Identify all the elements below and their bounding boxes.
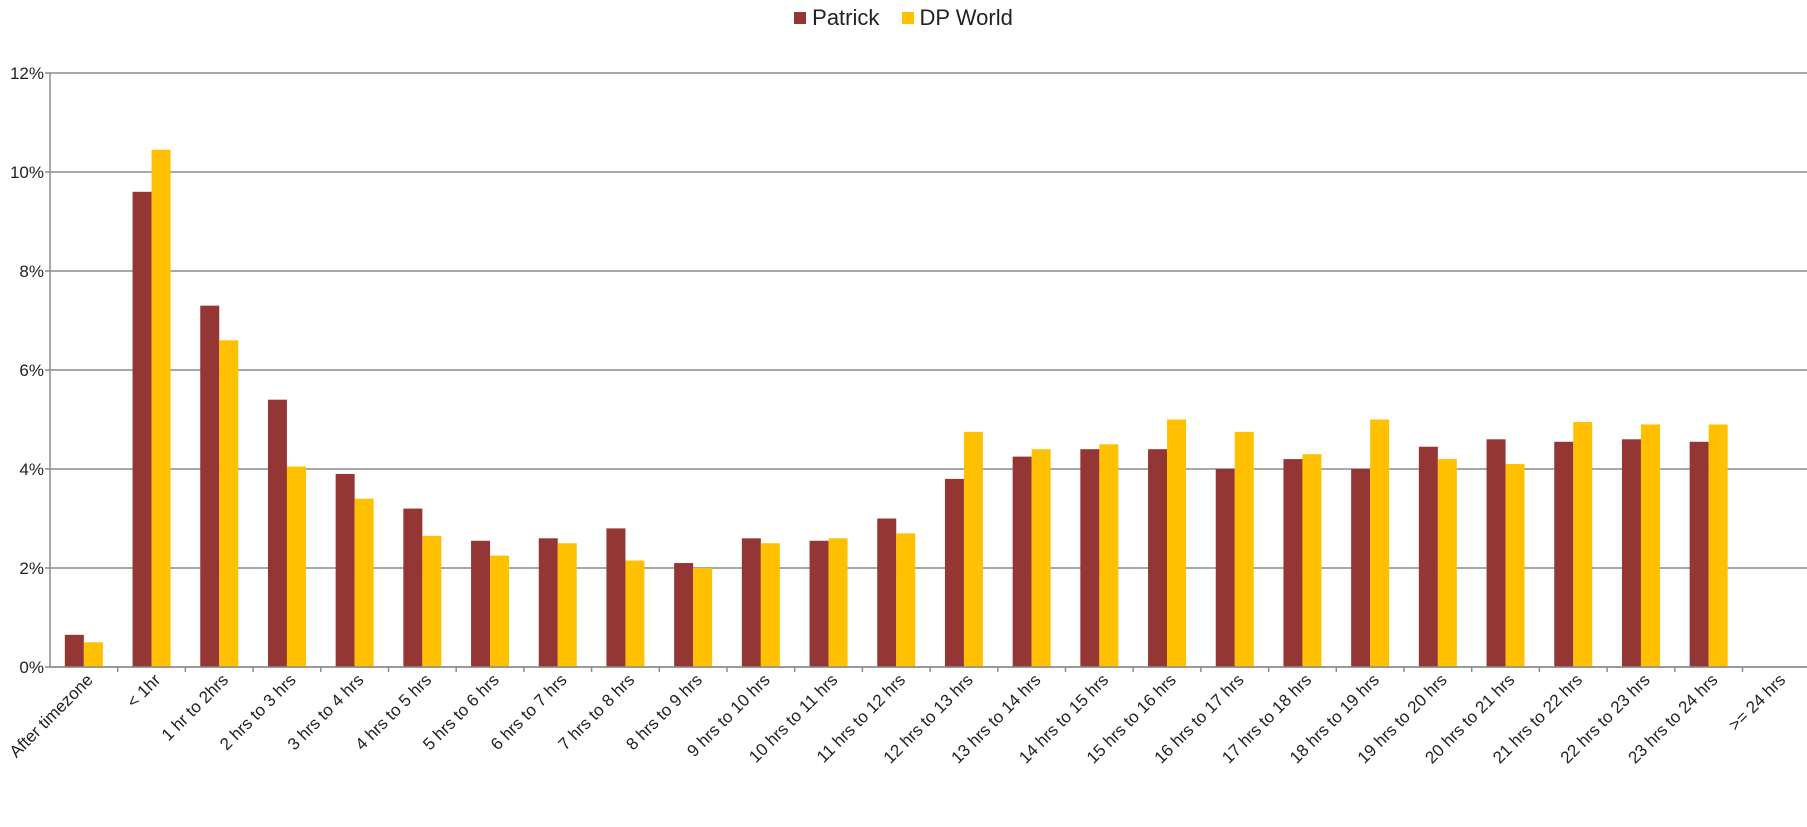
x-tick-label: 1 hr to 2hrs — [158, 670, 232, 744]
bar-dp-world — [83, 642, 103, 667]
bar-dp-world — [219, 340, 239, 667]
y-tick-label: 6% — [19, 361, 44, 380]
bar-dp-world — [1167, 419, 1187, 667]
y-tick-label: 10% — [10, 163, 44, 182]
bar-patrick — [1080, 449, 1100, 667]
bar-patrick — [1554, 441, 1574, 667]
x-tick-label: < 1hr — [123, 670, 164, 711]
bar-dp-world — [1437, 459, 1457, 667]
bar-dp-world — [896, 533, 916, 667]
legend-item-patrick: Patrick — [794, 5, 879, 31]
bar-patrick — [403, 508, 423, 667]
bar-patrick — [1215, 469, 1235, 667]
legend-swatch-dp-world — [901, 12, 914, 24]
bar-patrick — [1689, 441, 1709, 667]
bar-dp-world — [963, 431, 983, 667]
bar-patrick — [1418, 446, 1438, 667]
bar-patrick — [335, 473, 355, 667]
bar-patrick — [1283, 459, 1303, 667]
legend-label-dp-world: DP World — [919, 5, 1013, 30]
chart-legend: Patrick DP World — [0, 4, 1807, 31]
bar-patrick — [606, 528, 626, 667]
bar-patrick — [538, 538, 558, 667]
legend-item-dp-world: DP World — [901, 5, 1013, 31]
bar-dp-world — [557, 543, 577, 667]
x-tick-label: After timezone — [6, 670, 97, 761]
bar-patrick — [64, 634, 84, 667]
bar-dp-world — [286, 466, 306, 667]
y-tick-label: 4% — [19, 460, 44, 479]
y-tick-label: 2% — [19, 559, 44, 578]
bar-patrick — [471, 540, 491, 667]
bar-patrick — [132, 191, 152, 668]
bar-patrick — [1148, 449, 1168, 667]
legend-label-patrick: Patrick — [812, 5, 880, 30]
bar-patrick — [1351, 469, 1371, 667]
bar-dp-world — [1099, 444, 1119, 667]
bar-dp-world — [1370, 419, 1390, 667]
bar-dp-world — [151, 149, 171, 668]
bar-dp-world — [354, 498, 374, 667]
bar-dp-world — [1708, 424, 1728, 667]
bar-dp-world — [422, 535, 442, 667]
bar-dp-world — [1031, 449, 1051, 667]
y-tick-label: 8% — [19, 262, 44, 281]
bar-patrick — [877, 518, 897, 667]
bar-patrick — [944, 478, 964, 667]
bar-patrick — [267, 399, 287, 667]
bar-patrick — [1486, 439, 1506, 667]
y-tick-label: 12% — [10, 64, 44, 83]
bar-patrick — [674, 563, 694, 667]
bar-patrick — [1012, 456, 1032, 667]
bar-dp-world — [1640, 424, 1660, 667]
bar-dp-world — [1573, 421, 1593, 667]
x-tick-label: >= 24 hrs — [1725, 670, 1789, 734]
bar-dp-world — [693, 568, 713, 667]
bar-dp-world — [1234, 431, 1254, 667]
y-tick-label: 0% — [19, 658, 44, 677]
bar-dp-world — [490, 555, 510, 667]
bar-dp-world — [760, 543, 780, 667]
bar-dp-world — [828, 538, 848, 667]
bar-patrick — [809, 540, 829, 667]
bar-patrick — [200, 305, 220, 667]
bar-patrick — [1621, 439, 1641, 667]
bar-dp-world — [1505, 464, 1525, 667]
bar-dp-world — [1302, 454, 1322, 667]
bar-dp-world — [625, 560, 645, 667]
legend-swatch-patrick — [794, 12, 807, 24]
bar-patrick — [741, 538, 761, 667]
